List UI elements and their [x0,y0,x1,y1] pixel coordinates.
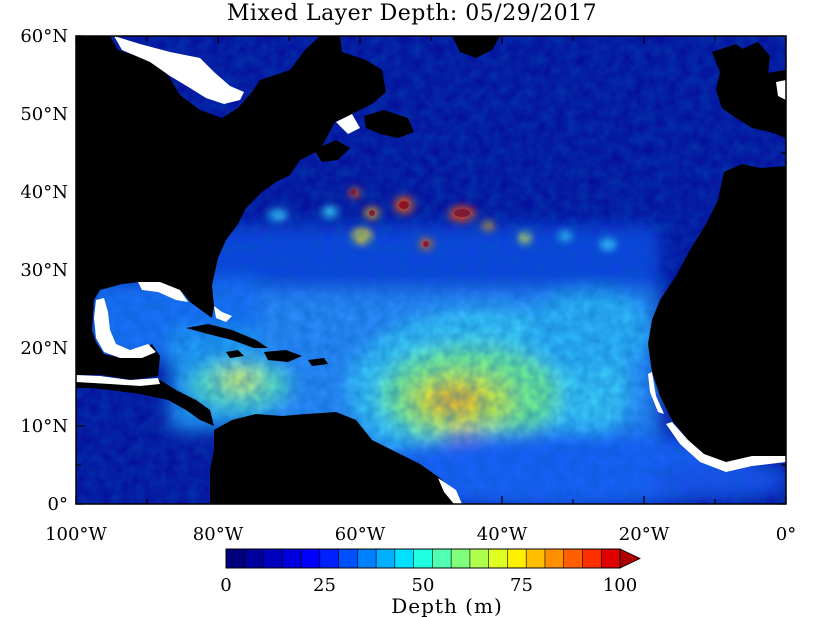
iberia-africa-land [648,164,786,466]
europe-land [712,44,786,138]
colorbar-frame [225,548,621,569]
south-america-land [210,412,460,504]
colorbar-swatch [525,548,546,569]
lon-tick-label: 20°W [619,524,670,545]
lat-tick-label: 40°N [20,182,68,203]
map-plot-area [76,36,786,504]
central-america-land [76,375,214,426]
north-america-land [76,36,386,380]
map-title: Mixed Layer Depth: 05/29/2017 [226,1,598,26]
lon-tick-label: 40°W [477,524,528,545]
lon-tick-label: 100°W [45,524,107,545]
colorbar-tick-label: 50 [412,575,435,596]
colorbar-swatch [582,548,603,569]
lon-tick-label: 60°W [335,524,386,545]
lon-tick-label: 80°W [193,524,244,545]
colorbar-extend-arrow [619,548,641,569]
lat-tick-label: 10°N [20,416,68,437]
colorbar-swatch [319,548,340,569]
hispaniola-land [264,350,302,362]
colorbar-title: Depth (m) [391,594,503,617]
colorbar-swatch [488,548,509,569]
colorbar-swatch [300,548,321,569]
lat-tick-label: 20°N [20,338,68,359]
lat-tick-label: 0° [48,494,68,515]
british-isles-land [740,42,770,78]
colorbar-tick-label: 100 [603,575,637,596]
colorbar-swatch [244,548,265,569]
longitude-axis: 100°W 80°W 60°W 40°W 20°W 0° [45,36,796,545]
lat-tick-label: 30°N [20,260,68,281]
colorbar-tick-label: 0 [220,575,231,596]
colorbar-swatch [357,548,377,569]
cuba-land [186,324,268,348]
nova-scotia-land [314,140,350,162]
latitude-axis: 60°N 50°N 40°N 30°N 20°N 10°N 0° [20,26,786,515]
greenland-land [452,36,500,58]
colorbar-swatch [263,548,284,569]
lat-tick-label: 60°N [20,26,68,47]
colorbar-swatch [394,548,415,569]
colorbar-swatch [544,548,565,569]
colorbar-tick-label: 75 [510,575,533,596]
colorbar-swatch [281,548,302,569]
newfoundland-land [364,110,414,138]
colorbar-tick-label: 25 [313,575,336,596]
colorbar-swatch [225,548,246,569]
colorbar-swatch [507,548,527,569]
land-masses [76,36,786,504]
colorbar-swatch [375,548,396,569]
puerto-rico-land [308,358,328,366]
colorbar-swatch [432,548,452,569]
colorbar-swatch [413,548,434,569]
no-data-coastal-margins [76,36,786,504]
colorbar-swatch [450,548,471,569]
jamaica-land [226,350,244,358]
lat-tick-label: 50°N [20,104,68,125]
lon-tick-label: 0° [776,524,796,545]
colorbar-swatch [338,548,359,569]
colorbar-swatch [563,548,584,569]
colorbar-swatch [600,548,621,569]
colorbar-swatch [469,548,490,569]
colorbar: 0 25 50 75 100 [220,548,641,596]
